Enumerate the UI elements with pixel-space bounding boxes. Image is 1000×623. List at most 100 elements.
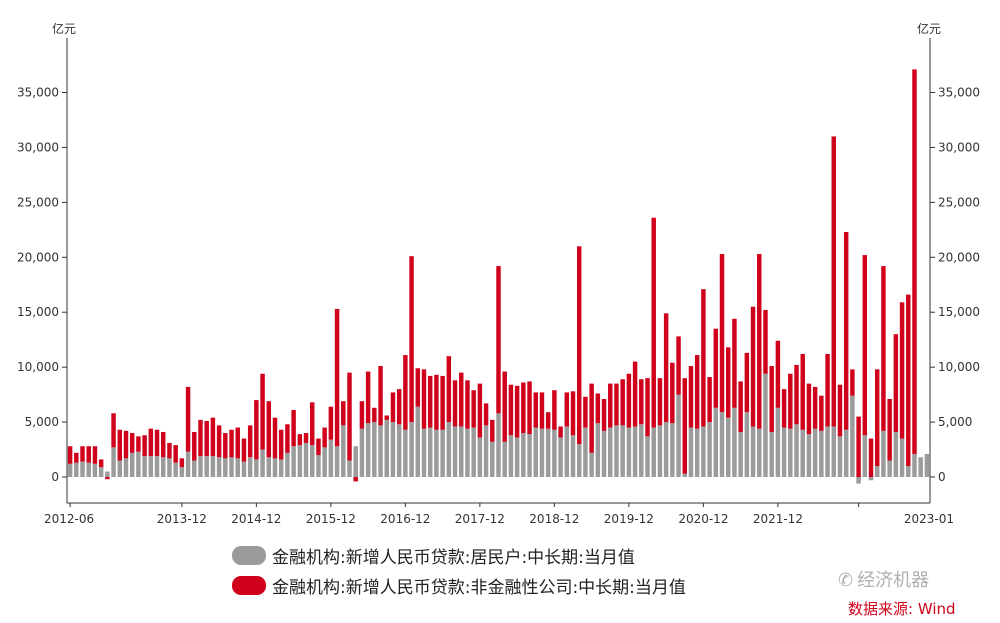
corporate-bar — [893, 334, 899, 432]
x-tick-label: 2015-12 — [306, 512, 356, 526]
corporate-bar — [154, 429, 160, 457]
household-bar — [452, 426, 458, 477]
corporate-bar — [278, 429, 284, 460]
household-bar — [732, 407, 737, 477]
corporate-bar — [576, 246, 582, 445]
household-bar — [291, 446, 296, 477]
corporate-series — [67, 69, 917, 482]
household-bar — [850, 395, 855, 477]
corporate-bar — [328, 406, 334, 440]
household-bar — [676, 394, 681, 477]
household-bar — [403, 429, 408, 477]
household-bar — [651, 427, 656, 477]
corporate-bar — [545, 412, 551, 429]
corporate-bar — [148, 428, 154, 457]
x-tick-label: 2019-12 — [604, 512, 654, 526]
household-bar — [235, 458, 240, 477]
household-bar — [918, 457, 923, 477]
right-y-tick-label: 10,000 — [938, 360, 980, 374]
household-bar — [427, 427, 433, 477]
corporate-bar — [657, 378, 663, 426]
corporate-bar — [899, 302, 905, 439]
right-y-tick-label: 25,000 — [938, 195, 980, 209]
left-y-tick-label: 15,000 — [17, 305, 59, 319]
household-bar — [601, 430, 607, 477]
household-bar — [514, 437, 520, 477]
left-y-tick-label: 25,000 — [17, 195, 59, 209]
corporate-bar — [533, 392, 538, 428]
left-y-tick-label: 20,000 — [17, 250, 59, 264]
household-bar — [626, 427, 632, 477]
household-bar — [583, 427, 588, 477]
corporate-bar — [353, 477, 358, 482]
household-bar — [576, 444, 582, 477]
household-bar — [359, 428, 365, 477]
household-bar — [508, 435, 514, 477]
household-bar — [105, 471, 110, 477]
corporate-bar — [806, 383, 812, 435]
household-bar — [496, 413, 501, 477]
corporate-bar — [632, 361, 638, 427]
household-bar — [341, 425, 346, 477]
corporate-bar — [794, 364, 799, 425]
corporate-bar — [160, 431, 166, 458]
household-bar — [632, 426, 638, 477]
corporate-bar — [589, 383, 594, 453]
corporate-bar — [508, 384, 514, 436]
household-bar — [595, 423, 601, 477]
household-bar — [198, 456, 203, 477]
household-series — [67, 373, 930, 484]
household-bar — [328, 439, 334, 477]
watermark: ✆ 经济机器 — [838, 566, 929, 592]
household-bar — [223, 458, 228, 477]
household-bar — [539, 428, 545, 477]
household-bar — [483, 425, 489, 477]
legend-swatch-household — [232, 545, 266, 565]
household-bar — [384, 419, 389, 477]
household-bar — [347, 460, 352, 477]
corporate-bar — [800, 353, 805, 430]
corporate-bar — [744, 352, 750, 413]
corporate-bar — [788, 373, 793, 429]
household-bar — [297, 445, 303, 477]
corporate-bar — [136, 436, 141, 452]
household-bar — [738, 431, 743, 477]
corporate-bar — [502, 371, 507, 442]
corporate-bar — [105, 477, 110, 480]
corporate-bar — [881, 266, 886, 431]
corporate-bar — [626, 373, 632, 428]
corporate-bar — [688, 366, 694, 428]
household-bar — [185, 451, 191, 477]
household-bar — [856, 477, 861, 484]
corporate-bar — [272, 417, 278, 459]
corporate-bar — [465, 380, 470, 429]
corporate-bar — [452, 380, 458, 427]
corporate-bar — [912, 69, 917, 454]
household-bar — [465, 428, 470, 477]
legend-label-corporate: 金融机构:新增人民币贷款:非金融性公司:中长期:当月值 — [272, 577, 686, 598]
right-y-tick-label: 15,000 — [938, 305, 980, 319]
household-bar — [874, 466, 880, 477]
corporate-bar — [757, 253, 762, 429]
corporate-bar — [111, 413, 116, 448]
corporate-bar — [372, 407, 377, 423]
household-bar — [390, 422, 396, 477]
corporate-bar — [645, 378, 650, 437]
corporate-bar — [446, 356, 452, 423]
household-bar — [800, 429, 805, 477]
corporate-bar — [819, 395, 824, 431]
corporate-bar — [775, 340, 781, 408]
corporate-bar — [682, 378, 687, 474]
corporate-bar — [701, 289, 706, 427]
x-tick-label: 2023-01 — [904, 512, 954, 526]
corporate-bar — [552, 390, 557, 430]
household-bar — [179, 467, 185, 477]
corporate-bar — [434, 374, 439, 430]
legend-swatch-corporate — [232, 575, 266, 595]
corporate-bar — [260, 373, 265, 450]
corporate-bar — [831, 136, 837, 427]
household-bar — [819, 430, 824, 477]
corporate-bar — [713, 328, 719, 408]
corporate-bar — [291, 409, 296, 447]
